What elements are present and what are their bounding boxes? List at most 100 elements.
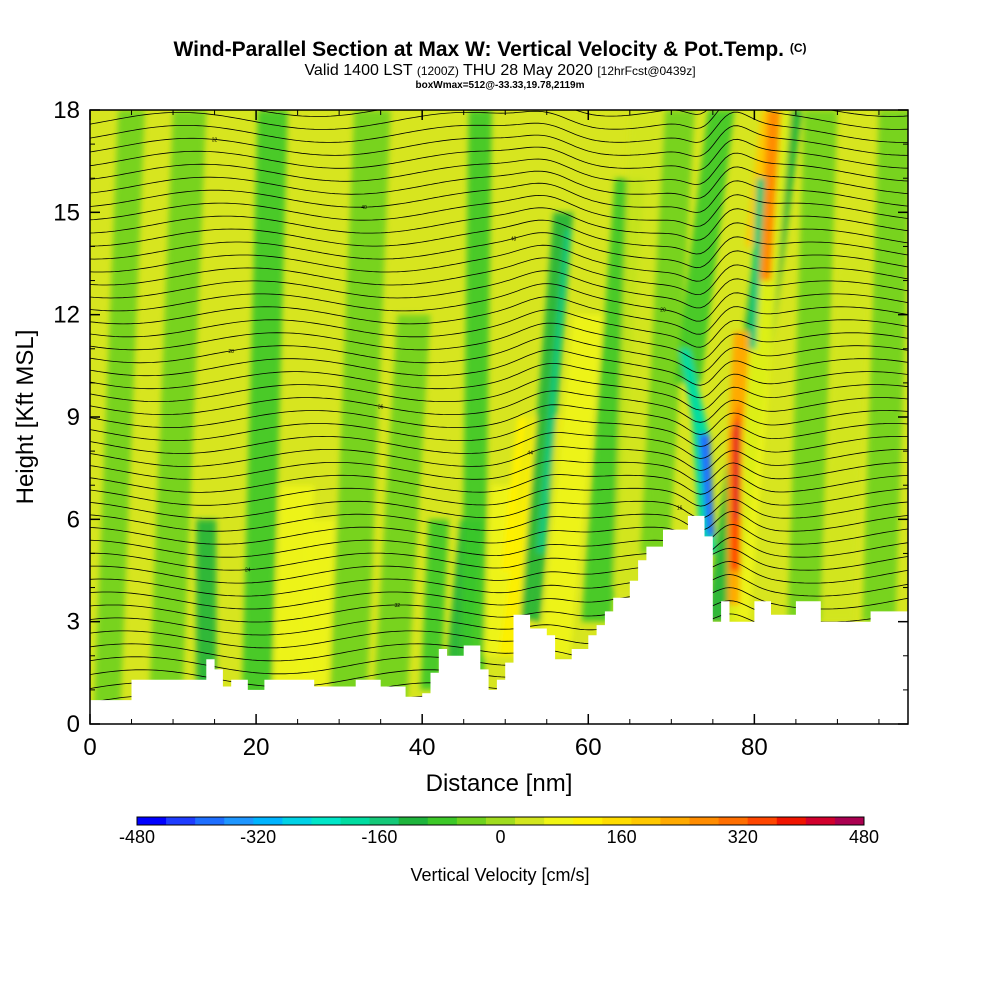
theta-contour [90,460,908,483]
colorbar-label: Vertical Velocity [cm/s] [410,865,589,885]
theta-contour [90,548,908,571]
theta-contour [90,498,908,519]
velocity-band [241,110,288,724]
theta-contour [90,110,908,130]
theta-contour [90,138,908,171]
velocity-band [613,110,664,588]
velocity-band [639,110,695,554]
colorbar-swatch [456,817,487,825]
colorbar-swatch [747,817,778,825]
velocity-band [787,110,838,622]
velocity-core [748,178,766,349]
velocity-band [372,314,431,724]
theta-contour [90,574,908,597]
colorbar-swatch [776,817,807,825]
theta-contour [90,511,908,532]
colorbar-swatch [224,817,254,825]
colorbar-tick-label: 0 [495,827,505,847]
terrain [90,515,908,724]
plot-area: 484032241644362820484032 [90,110,908,724]
y-tick-label: 18 [53,97,80,124]
contour-label: 32 [394,603,400,609]
velocity-band [301,519,335,690]
theta-contour [90,446,908,471]
contour-label: 36 [378,404,384,410]
theta-contour [90,390,908,423]
colorbar-swatch [195,817,225,825]
velocity-core [536,229,572,554]
x-tick-label: 60 [575,734,602,761]
theta-contour [90,232,908,269]
colorbar-swatch [282,817,312,825]
y-tick-label: 0 [67,711,80,738]
theta-contour [90,244,908,282]
theta-contour [90,283,908,322]
x-tick-label: 80 [741,734,768,761]
theta-contour [90,207,908,241]
colorbar-tick-label: -160 [361,827,397,847]
colorbar-swatch [834,817,865,825]
velocity-band [862,110,908,622]
theta-contour [90,474,908,495]
velocity-band [93,110,145,724]
theta-contour [90,180,908,213]
contour-label: 44 [527,451,533,457]
colorbar-tick-label: -480 [119,827,155,847]
theta-contour [90,296,908,335]
theta-contour [90,349,908,386]
velocity-band [329,110,391,724]
contour-label: 16 [677,506,683,512]
velocity-core [734,423,740,520]
theta-contour [90,166,908,200]
velocity-band [460,110,492,724]
contour-label: 28 [228,349,234,355]
contour-label: 20 [660,308,666,314]
colorbar-tick-label: 320 [728,827,758,847]
velocity-band [540,314,604,656]
theta-contour [90,219,908,255]
theta-contour [90,418,908,447]
contour-label: 32 [212,137,218,143]
colorbar-swatch [805,817,836,825]
x-axis-label: Distance [nm] [426,770,573,797]
theta-contour [90,561,908,584]
velocity-core [698,434,715,537]
velocity-band [196,519,217,690]
theta-contour [90,111,908,143]
colorbar-tick-label: 160 [607,827,637,847]
theta-contour [90,524,908,545]
theta-contour [90,404,908,435]
x-tick-label: 0 [83,734,96,761]
x-tick-label: 20 [243,734,270,761]
colorbar-swatch [573,817,603,825]
x-tick-label: 40 [409,734,436,761]
colorbar-swatch [166,817,196,825]
y-tick-label: 6 [67,506,80,533]
theta-contour [90,309,908,348]
colorbar-swatch [631,817,661,825]
colorbar-tick-label: -320 [240,827,276,847]
velocity-band [726,110,791,622]
colorbar-swatch [137,817,167,825]
colorbar-tick-label: 480 [849,827,879,847]
velocity-field [93,110,908,724]
colorbar-swatch [369,817,400,825]
theta-contour [90,587,908,610]
theta-contour [90,536,908,558]
theta-contour [90,486,908,507]
colorbar-swatch [485,817,516,825]
y-tick-label: 3 [67,609,80,636]
contour-label: 48 [511,236,517,242]
colorbar-swatch [253,817,283,825]
colorbar-swatch [340,817,371,825]
theta-contour [90,152,908,186]
theta-contour [90,335,908,374]
theta-contour [90,257,908,296]
colorbar-swatch [689,817,720,825]
theta-contour [90,194,908,227]
velocity-core [758,110,781,281]
chart-subtitle: Valid 1400 LST (1200Z) THU 28 May 2020 [… [304,62,695,79]
theta-contour [90,322,908,361]
